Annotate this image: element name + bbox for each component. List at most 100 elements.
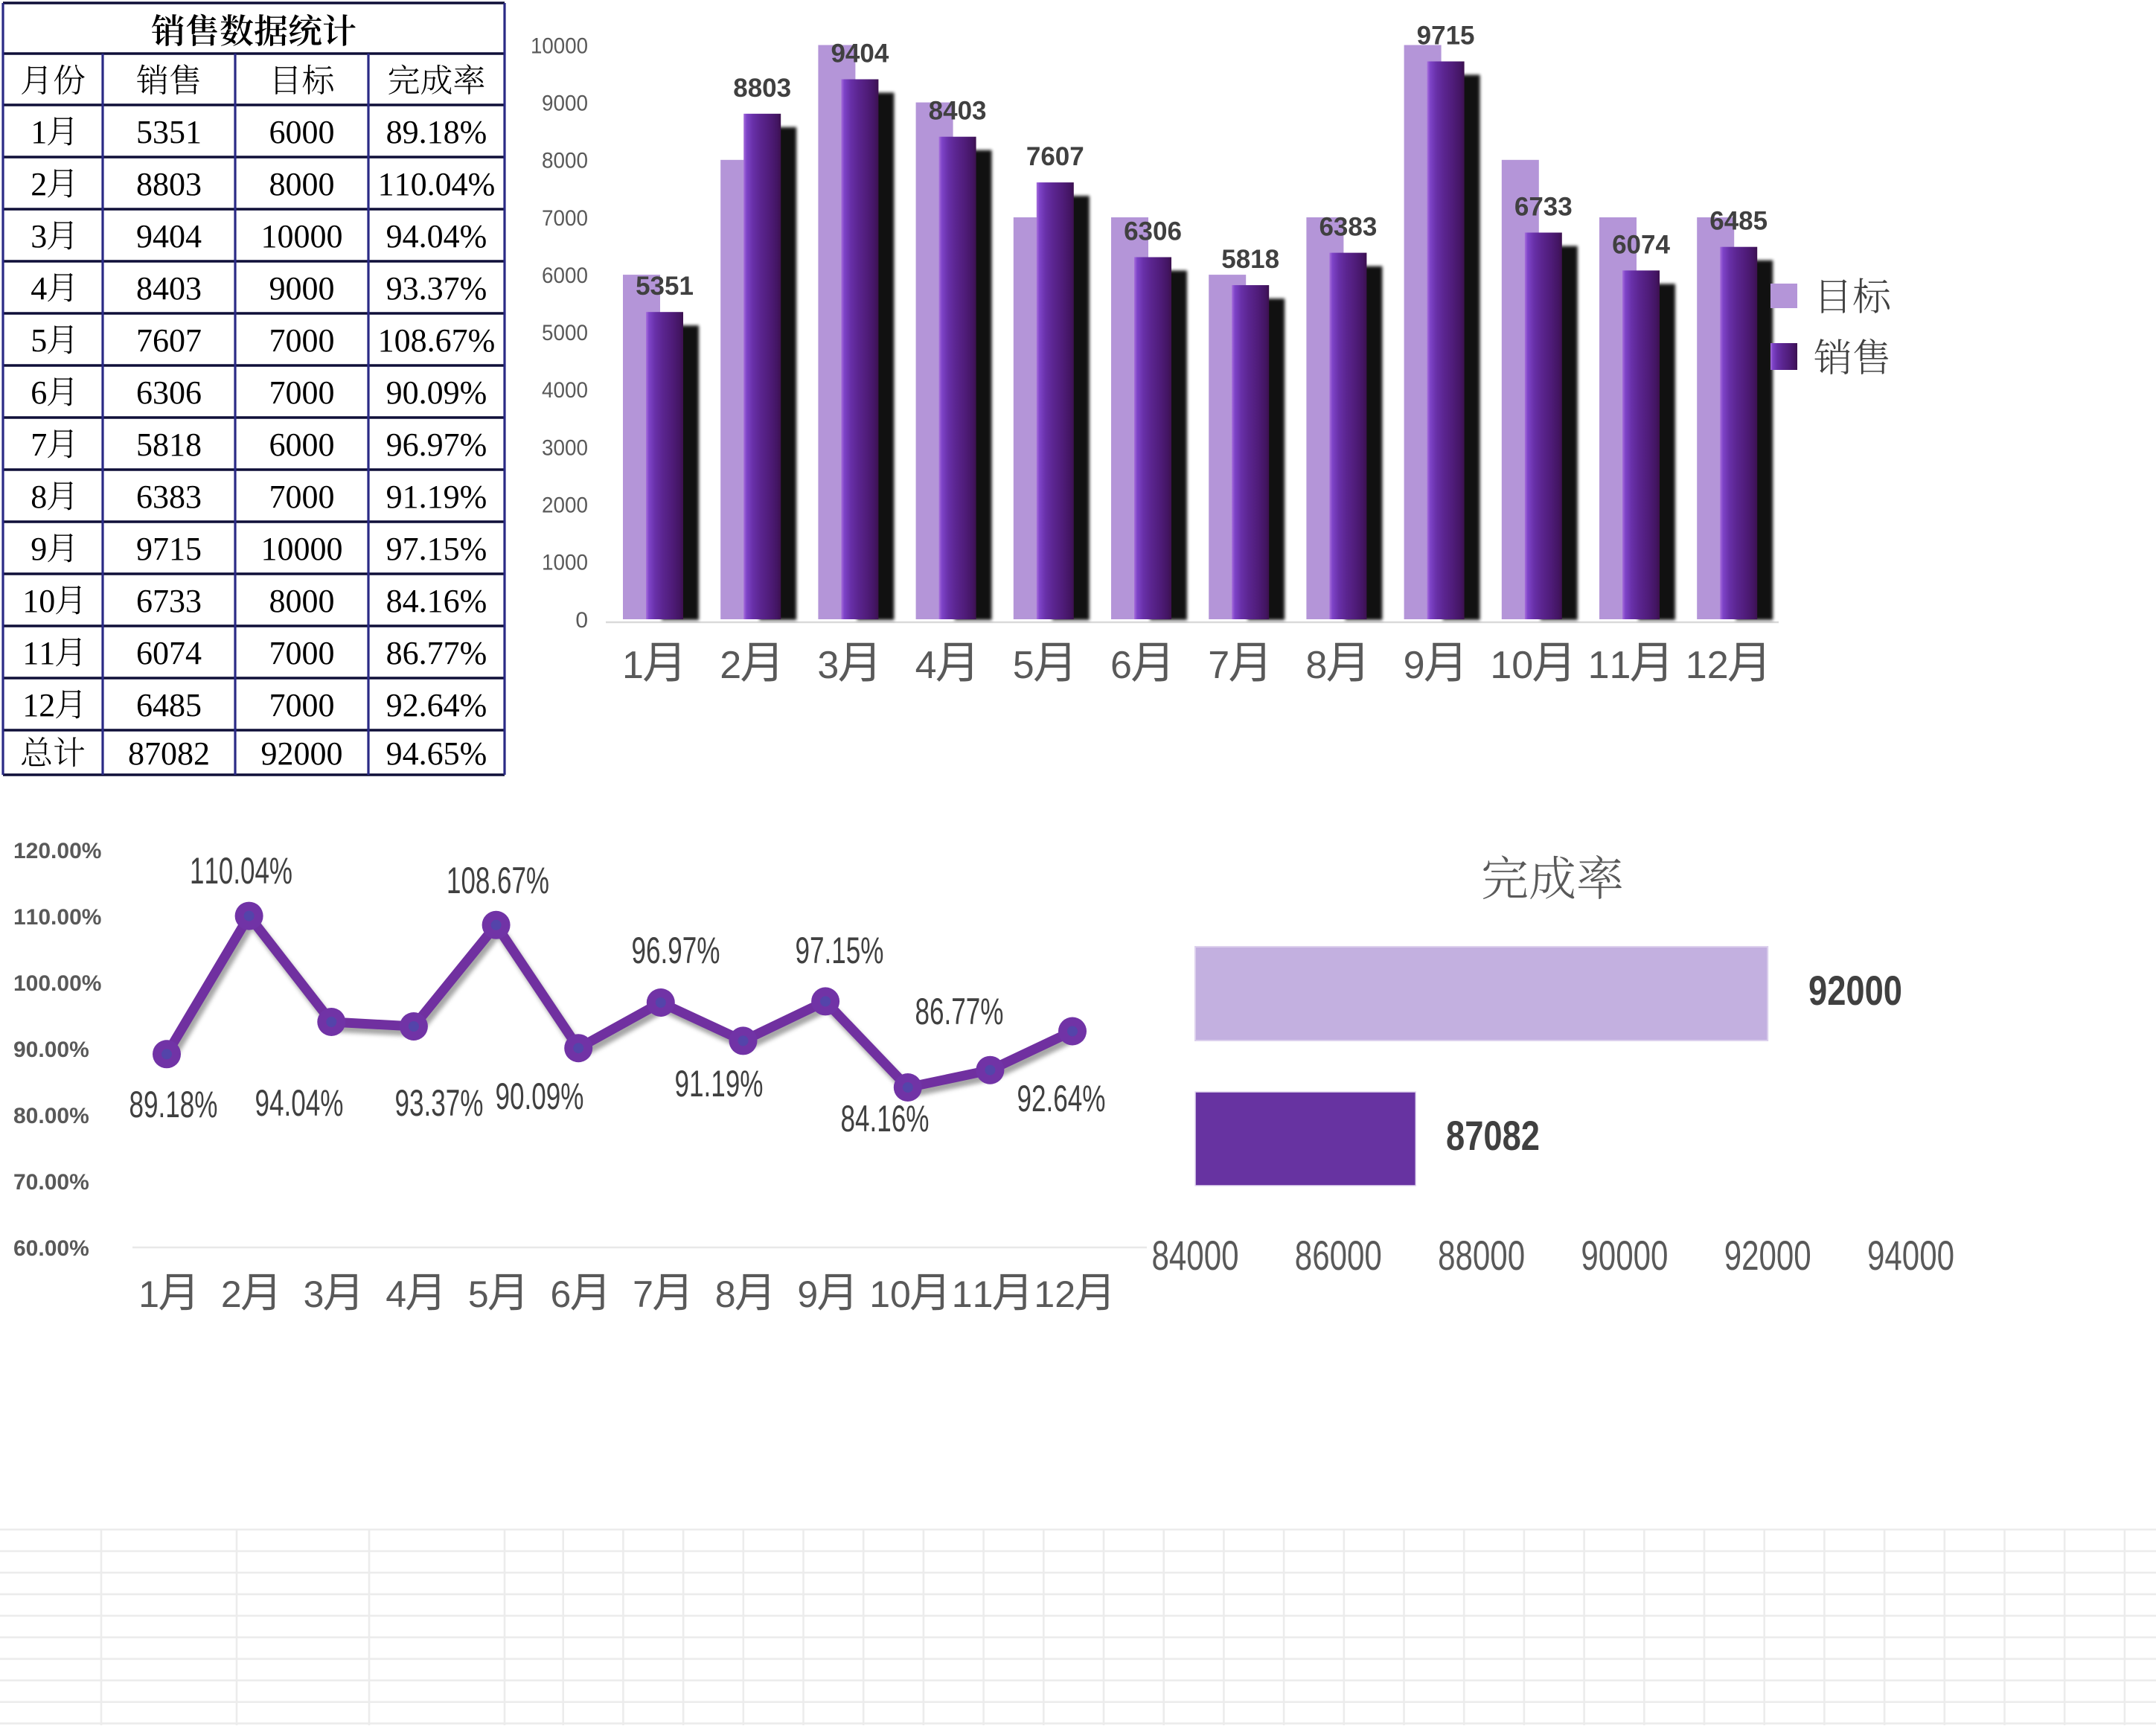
svg-text:6306: 6306: [1124, 217, 1182, 246]
svg-text:84.16%: 84.16%: [841, 1098, 930, 1140]
svg-text:110.04%: 110.04%: [190, 850, 292, 892]
svg-text:7000: 7000: [269, 687, 335, 723]
svg-text:7000: 7000: [542, 206, 588, 231]
svg-text:6733: 6733: [136, 583, 202, 619]
svg-text:8: 8: [1305, 644, 1327, 687]
svg-text:12: 12: [1686, 644, 1729, 687]
svg-text:3: 3: [817, 644, 839, 687]
svg-text:90.09%: 90.09%: [386, 374, 487, 411]
svg-text:87082: 87082: [1446, 1112, 1540, 1159]
svg-text:6: 6: [1110, 644, 1132, 687]
svg-text:120.00%: 120.00%: [13, 839, 101, 863]
svg-text:89.18%: 89.18%: [386, 114, 487, 150]
svg-text:8803: 8803: [136, 166, 202, 202]
svg-text:86.77%: 86.77%: [386, 635, 487, 671]
svg-text:9715: 9715: [1417, 22, 1475, 51]
svg-text:4000: 4000: [542, 378, 588, 403]
svg-text:11: 11: [22, 635, 55, 671]
svg-text:7: 7: [1208, 644, 1229, 687]
svg-text:12: 12: [22, 687, 55, 723]
svg-text:5818: 5818: [136, 426, 202, 463]
svg-text:5: 5: [468, 1273, 489, 1315]
svg-text:8000: 8000: [269, 166, 335, 202]
svg-text:4: 4: [31, 270, 47, 307]
svg-text:9715: 9715: [136, 531, 202, 567]
svg-text:110.00%: 110.00%: [13, 905, 101, 930]
svg-text:11: 11: [952, 1273, 994, 1315]
svg-text:6383: 6383: [136, 479, 202, 515]
svg-text:7000: 7000: [269, 635, 335, 671]
svg-text:92.64%: 92.64%: [386, 687, 487, 723]
svg-text:8403: 8403: [929, 97, 987, 126]
svg-text:80.00%: 80.00%: [13, 1104, 89, 1128]
svg-text:9000: 9000: [542, 91, 588, 115]
svg-text:6074: 6074: [1612, 230, 1670, 259]
svg-text:2: 2: [720, 644, 741, 687]
svg-text:89.18%: 89.18%: [129, 1084, 218, 1125]
svg-text:8803: 8803: [733, 74, 791, 103]
svg-text:9404: 9404: [831, 39, 889, 68]
svg-text:2: 2: [221, 1273, 242, 1315]
svg-text:5: 5: [1013, 644, 1034, 687]
svg-text:96.97%: 96.97%: [386, 426, 487, 463]
svg-text:88000: 88000: [1438, 1232, 1525, 1279]
svg-text:11: 11: [1588, 644, 1631, 687]
svg-text:9: 9: [31, 531, 47, 567]
svg-text:7000: 7000: [269, 374, 335, 411]
svg-text:91.19%: 91.19%: [675, 1063, 764, 1105]
svg-text:6000: 6000: [269, 426, 335, 463]
svg-text:94.04%: 94.04%: [255, 1082, 344, 1124]
svg-text:5818: 5818: [1221, 245, 1279, 274]
svg-text:10: 10: [1490, 644, 1533, 687]
svg-text:70.00%: 70.00%: [13, 1170, 89, 1195]
svg-text:93.37%: 93.37%: [395, 1082, 484, 1124]
svg-text:86.77%: 86.77%: [915, 991, 1004, 1032]
svg-text:3: 3: [31, 218, 47, 255]
svg-text:92000: 92000: [1808, 967, 1902, 1014]
svg-text:6485: 6485: [1709, 207, 1768, 236]
svg-text:10: 10: [22, 583, 55, 619]
svg-text:10: 10: [869, 1273, 911, 1315]
svg-text:6383: 6383: [1319, 213, 1377, 242]
svg-text:3000: 3000: [542, 435, 588, 460]
svg-text:5: 5: [31, 322, 47, 359]
svg-text:8: 8: [31, 479, 47, 515]
svg-text:10000: 10000: [261, 218, 343, 255]
svg-text:4: 4: [386, 1273, 406, 1315]
svg-text:6485: 6485: [136, 687, 202, 723]
svg-text:12: 12: [1034, 1273, 1075, 1315]
svg-text:5000: 5000: [542, 321, 588, 345]
svg-text:7000: 7000: [269, 322, 335, 359]
svg-text:9000: 9000: [269, 270, 335, 307]
svg-text:86000: 86000: [1295, 1232, 1382, 1279]
svg-text:84.16%: 84.16%: [386, 583, 487, 619]
svg-text:6000: 6000: [269, 114, 335, 150]
svg-text:84000: 84000: [1152, 1232, 1239, 1279]
svg-text:5351: 5351: [136, 114, 202, 150]
svg-text:60.00%: 60.00%: [13, 1236, 89, 1261]
svg-text:1000: 1000: [542, 551, 588, 575]
svg-text:0: 0: [575, 608, 588, 633]
svg-text:90000: 90000: [1581, 1232, 1668, 1279]
svg-text:1: 1: [31, 114, 47, 150]
svg-text:97.15%: 97.15%: [796, 930, 884, 971]
svg-text:5351: 5351: [636, 272, 694, 301]
svg-text:7000: 7000: [269, 479, 335, 515]
svg-text:10000: 10000: [261, 531, 343, 567]
svg-text:1: 1: [138, 1273, 159, 1315]
svg-text:9: 9: [1404, 644, 1425, 687]
svg-text:8000: 8000: [542, 149, 588, 173]
svg-text:91.19%: 91.19%: [386, 479, 487, 515]
svg-text:108.67%: 108.67%: [378, 322, 496, 359]
svg-text:6733: 6733: [1514, 193, 1573, 222]
svg-text:6000: 6000: [542, 263, 588, 288]
svg-text:97.15%: 97.15%: [386, 531, 487, 567]
svg-text:6306: 6306: [136, 374, 202, 411]
svg-text:94.04%: 94.04%: [386, 218, 487, 255]
svg-text:7607: 7607: [136, 322, 202, 359]
svg-text:7: 7: [31, 426, 47, 463]
svg-text:100.00%: 100.00%: [13, 971, 101, 996]
svg-text:110.04%: 110.04%: [378, 166, 496, 202]
svg-text:3: 3: [304, 1273, 324, 1315]
svg-text:9404: 9404: [136, 218, 202, 255]
